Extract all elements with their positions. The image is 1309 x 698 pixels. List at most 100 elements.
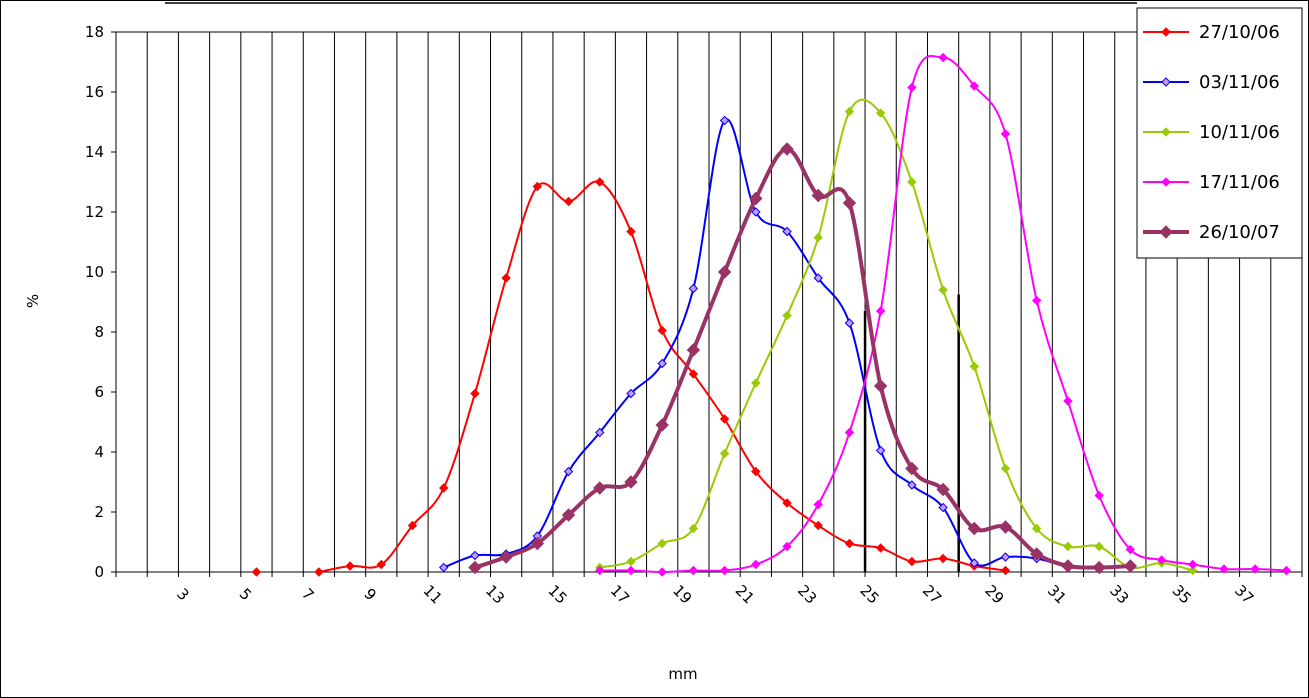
data-point (938, 553, 948, 564)
legend-label: 27/10/06 (1199, 22, 1280, 43)
data-point (844, 538, 855, 549)
data-point (407, 520, 418, 531)
data-point (657, 358, 667, 369)
y-tick-label: 10 (85, 263, 104, 281)
y-tick-label: 2 (94, 503, 104, 521)
legend-label: 26/10/07 (1199, 222, 1280, 243)
data-point (501, 273, 511, 283)
data-point (626, 556, 636, 567)
data-point (907, 556, 917, 567)
series (251, 52, 1292, 577)
data-point (844, 427, 855, 438)
data-point (1000, 463, 1011, 474)
data-point (782, 310, 792, 321)
data-point (688, 565, 699, 576)
data-point (1094, 541, 1104, 552)
data-point (811, 188, 825, 203)
data-point (813, 232, 823, 243)
legend-label: 03/11/06 (1199, 72, 1280, 93)
data-point (563, 466, 574, 477)
data-point (844, 318, 855, 328)
legend: 27/10/06 03/11/06 10/11/06 17/11/06 26/10/07 (1136, 7, 1303, 259)
data-point (938, 502, 948, 513)
y-axis-title: % (24, 294, 42, 308)
y-tick-label: 18 (85, 23, 104, 41)
annotations (863, 294, 960, 572)
data-point (345, 561, 355, 571)
data-point (1219, 564, 1229, 574)
data-point (595, 565, 605, 576)
data-point (439, 562, 449, 573)
data-point (719, 414, 730, 424)
data-point (624, 475, 638, 489)
data-point (875, 108, 886, 118)
data-point (1032, 523, 1042, 534)
data-point (967, 521, 981, 536)
data-point (688, 283, 699, 294)
y-tick-label: 6 (94, 383, 104, 401)
data-point (751, 559, 761, 570)
data-point (1000, 565, 1011, 576)
data-point (1061, 559, 1075, 573)
data-point (1161, 27, 1171, 37)
data-point (751, 466, 761, 477)
data-point (1156, 555, 1167, 565)
legend-label: 10/11/06 (1199, 122, 1280, 143)
data-point (1188, 565, 1198, 576)
legend-entry: 26/10/07 (1143, 222, 1280, 243)
data-point (1159, 225, 1173, 239)
y-tick-label: 8 (94, 323, 104, 341)
data-point (719, 565, 730, 576)
data-point (751, 207, 761, 217)
y-tick-label: 4 (94, 443, 104, 461)
data-point (532, 181, 543, 192)
data-point (657, 325, 667, 336)
data-point (969, 558, 979, 568)
y-tick-label: 14 (85, 143, 104, 161)
data-point (751, 378, 761, 388)
data-point (1032, 295, 1042, 306)
series-17-11-06 (595, 52, 1292, 577)
y-tick-label: 12 (85, 203, 104, 221)
data-point (969, 361, 979, 372)
data-point (468, 560, 482, 575)
data-point (1063, 396, 1073, 406)
data-point (1125, 544, 1136, 555)
y-tick-label: 0 (94, 563, 104, 581)
data-point (719, 448, 730, 459)
data-point (655, 418, 669, 432)
legend-entry: 27/10/06 (1143, 22, 1280, 43)
data-point (251, 567, 262, 577)
data-point (657, 538, 667, 549)
data-point (470, 550, 480, 561)
data-point (626, 388, 636, 399)
data-point (969, 81, 979, 91)
data-point (499, 550, 513, 564)
data-point (563, 196, 574, 207)
x-axis-title: mm (668, 665, 697, 683)
data-point (376, 559, 386, 570)
data-point (626, 565, 636, 576)
data-point (782, 226, 792, 237)
data-point (998, 520, 1013, 534)
gridlines (146, 32, 1272, 572)
data-point (1281, 565, 1292, 576)
data-point (905, 461, 919, 476)
data-point (1030, 547, 1044, 561)
data-point (1161, 177, 1171, 187)
data-point (1063, 541, 1073, 552)
axes (111, 31, 1303, 577)
data-point (1250, 564, 1260, 574)
data-point (595, 177, 605, 187)
legend-label: 17/11/06 (1199, 172, 1280, 193)
data-point (842, 196, 857, 210)
data-point (530, 536, 545, 551)
data-point (626, 226, 636, 237)
data-point (813, 273, 823, 283)
series-26-10-07 (468, 142, 1138, 575)
data-point (595, 427, 605, 438)
data-point (938, 285, 948, 295)
data-point (439, 483, 449, 493)
